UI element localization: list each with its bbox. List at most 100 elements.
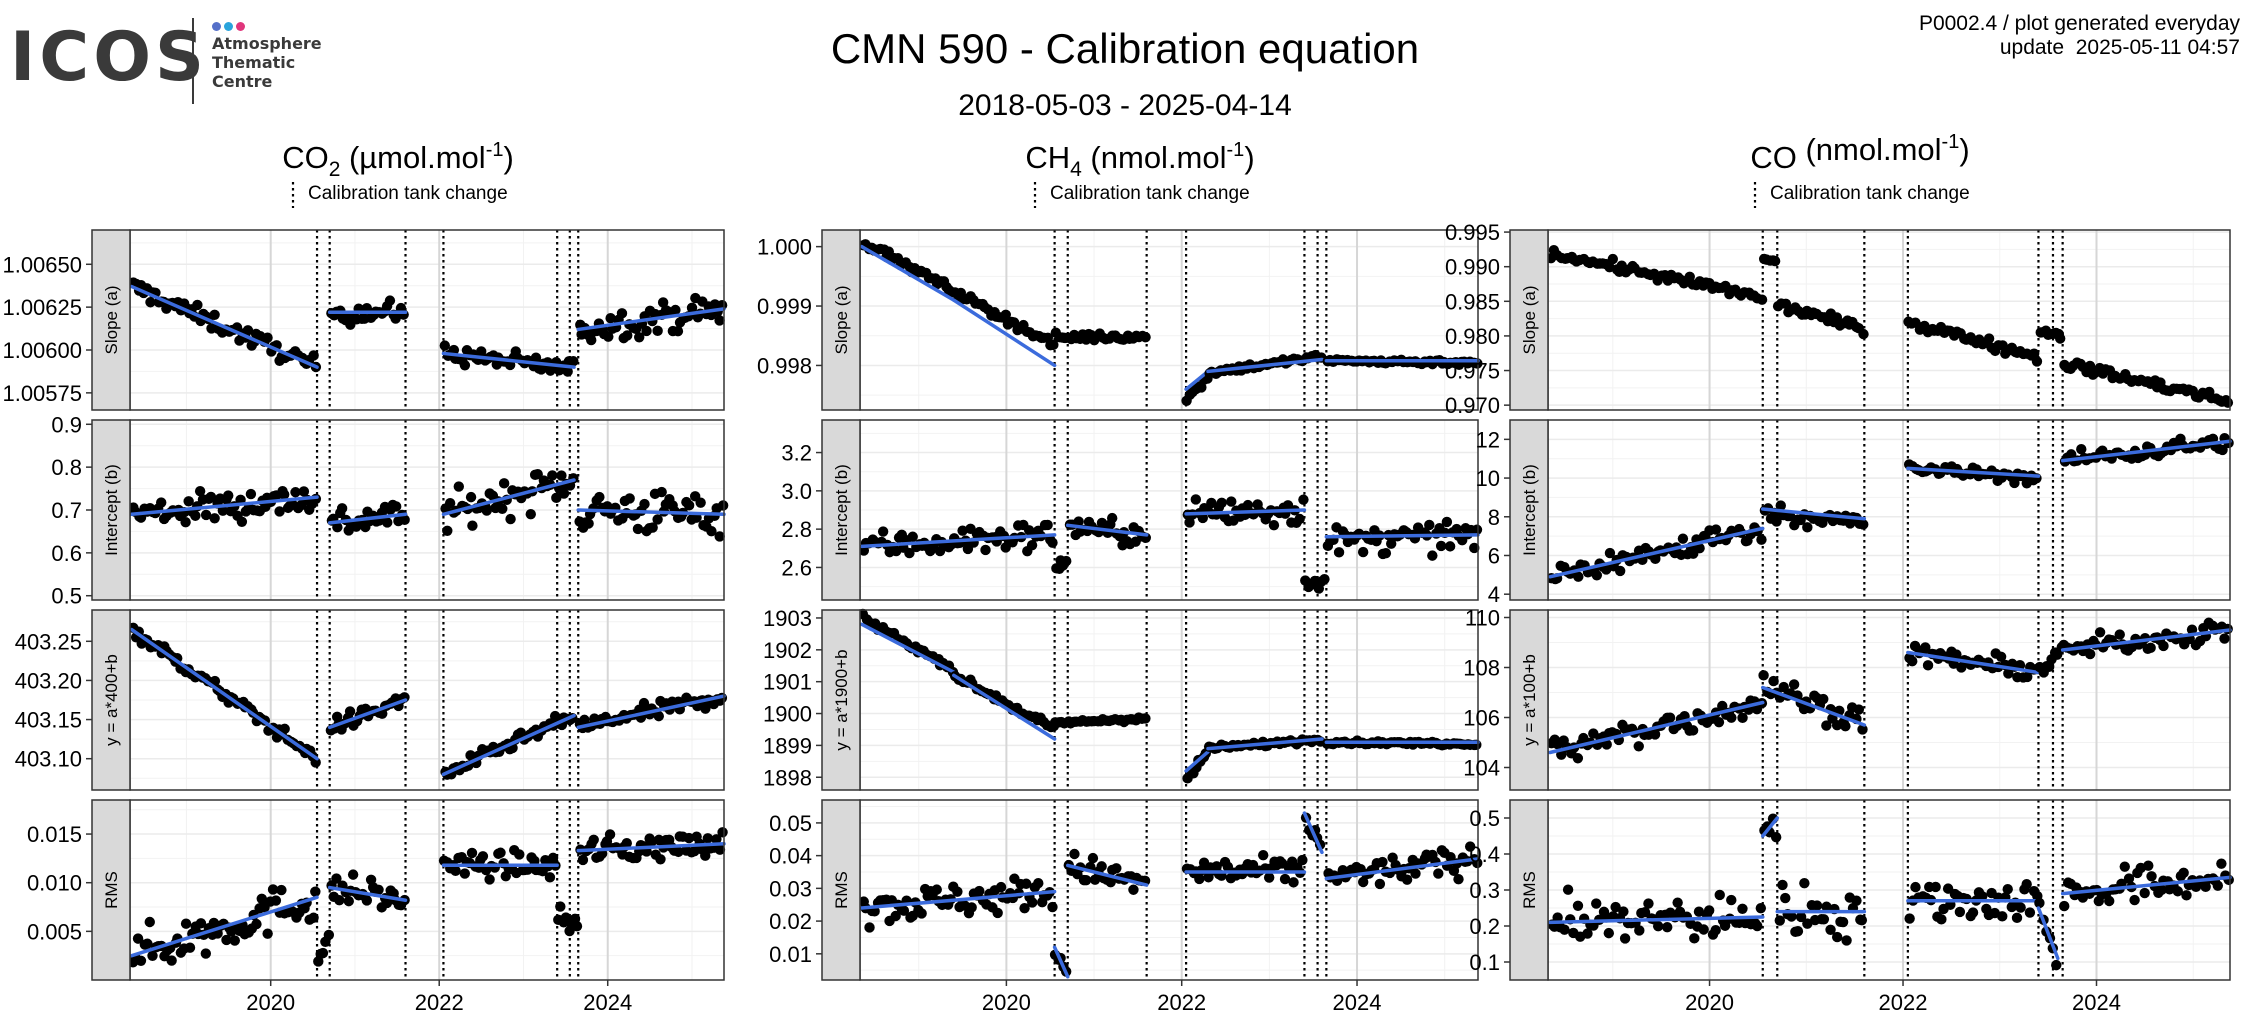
fit-line [860,622,956,674]
data-point [1184,517,1195,528]
data-point [278,489,290,500]
data-point [544,872,556,883]
fit-line [576,307,726,332]
data-point [1726,712,1737,723]
data-point [1591,570,1603,581]
data-point [1096,861,1107,872]
fit-line [1761,685,1867,727]
fit-line [441,351,576,369]
data-point [1618,906,1629,917]
data-point [2200,881,2211,892]
data-point [1080,875,1092,886]
data-point [505,513,516,525]
data-point [577,854,589,866]
data-point [1775,500,1786,511]
fit-line [129,495,319,517]
row-strip-label: RMS [1520,871,1539,909]
row-strip-label: Slope (a) [832,286,851,355]
data-point [1997,911,2008,922]
data-point [1377,856,1388,868]
data-point [717,827,728,838]
data-point [639,498,650,510]
data-point [1717,700,1728,712]
y-tick-label: 0.980 [1445,324,1500,349]
data-point [1643,898,1654,909]
data-point [2051,959,2062,971]
data-point [1778,681,1789,693]
data-point [1471,524,1483,535]
column-title-ch4: CH4 (nmol.mol-1) [1025,139,1254,181]
data-point [1435,540,1447,552]
data-point [1042,519,1053,531]
row-strip-label: Intercept (b) [832,464,851,556]
data-point [200,509,212,521]
data-point [1837,916,1849,928]
data-point [200,948,212,959]
data-point [498,478,510,489]
data-point [586,334,597,346]
data-point [957,525,968,536]
data-point [2084,648,2096,660]
data-point [2076,444,2087,455]
data-point [1105,877,1116,888]
data-point [1023,525,1035,536]
data-point [184,942,196,953]
x-tick-label: 2020 [246,990,295,1015]
data-point [192,299,203,311]
fit-line [1184,750,1210,773]
fit-line [327,698,408,730]
data-point [717,500,729,511]
data-point [1818,914,1830,925]
data-point [1831,312,1843,323]
fit-line [129,284,319,369]
fit-line [129,895,319,958]
data-point [1106,512,1118,524]
y-tick-label: 0.5 [51,584,82,609]
fit-line [2060,439,2232,463]
legend-tank-change-label: Calibration tank change [1770,183,1970,204]
fit-line [129,627,319,761]
fit-line [952,298,1057,368]
data-point [166,955,177,966]
y-tick-label: 8 [1488,505,1500,530]
data-point [209,309,220,320]
y-tick-label: 0.005 [27,919,82,944]
data-point [562,366,573,377]
fit-line [1066,523,1149,537]
data-point [711,834,722,845]
data-point [217,505,229,516]
y-tick-label: 0.03 [769,876,812,901]
data-point [653,710,664,722]
y-tick-label: 403.25 [15,629,82,654]
panel-bg-co-row2 [1548,610,2230,790]
data-point [459,868,471,879]
data-point [530,352,542,363]
y-tick-label: 0.999 [757,294,812,319]
data-point [1211,861,1222,872]
data-point [931,884,942,895]
data-point [652,514,663,525]
data-point [1206,497,1217,509]
data-point [317,947,329,959]
logo-dots [212,18,248,36]
data-point [634,332,645,343]
data-point [1469,542,1480,554]
data-point [1000,309,1011,321]
data-point [1851,895,1862,906]
data-point [308,912,319,923]
row-strip-co-row1 [1509,419,1549,601]
data-point [2186,624,2198,635]
data-point [558,488,570,499]
data-point [2094,627,2106,638]
data-point [672,326,684,337]
data-point [331,873,342,884]
data-point [2114,629,2125,640]
row-strip-co2-row2 [91,609,131,791]
data-point [700,703,711,714]
data-point [1634,925,1645,936]
y-tick-label: 0.6 [51,541,82,566]
data-point [132,933,144,944]
fit-line [1761,507,1867,521]
panel-bg-co2-row3 [130,800,724,980]
data-point [205,491,217,503]
